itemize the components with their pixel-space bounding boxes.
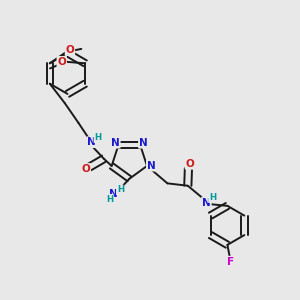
Text: H: H [209,193,216,202]
Text: H: H [94,133,101,142]
Text: N: N [111,138,120,148]
Text: N: N [147,160,156,171]
Text: N: N [202,197,211,208]
Text: O: O [185,159,194,169]
Text: O: O [82,164,90,174]
Text: N: N [88,137,96,147]
Text: N: N [109,189,118,199]
Text: O: O [66,45,74,55]
Text: O: O [57,57,66,67]
Text: H: H [117,185,124,194]
Text: F: F [227,256,235,267]
Text: N: N [139,138,148,148]
Text: H: H [106,195,113,204]
